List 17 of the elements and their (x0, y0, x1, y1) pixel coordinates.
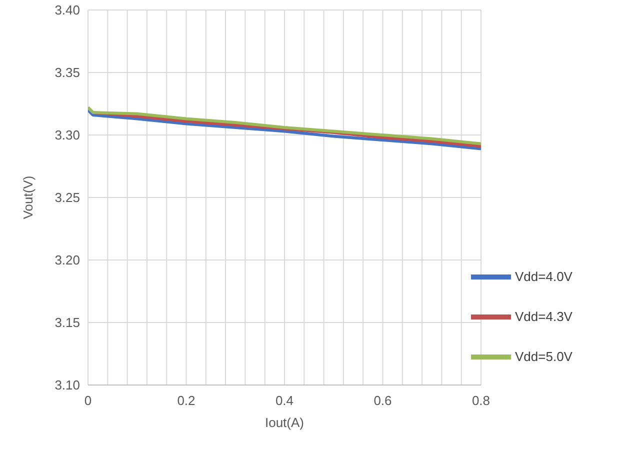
y-tick-label: 3.15 (54, 315, 80, 330)
y-tick-label: 3.40 (54, 2, 80, 18)
legend-label: Vdd=4.3V (515, 309, 572, 324)
x-tick-label: 0.6 (374, 393, 392, 408)
legend-label: Vdd=5.0V (515, 349, 572, 364)
y-tick-label: 3.20 (54, 252, 80, 268)
x-tick-label: 0.2 (177, 393, 196, 408)
x-tick-label: 0.8 (472, 393, 490, 408)
y-tick-label: 3.30 (54, 128, 80, 143)
y-tick-label: 3.25 (54, 190, 80, 206)
x-axis-title: Iout(A) (264, 415, 304, 430)
y-axis-title: Vout(V) (20, 176, 36, 220)
x-tick-label: 0 (84, 393, 92, 408)
x-tick-label: 0.4 (275, 393, 294, 408)
legend-label: Vdd=4.0V (515, 269, 572, 284)
y-tick-label: 3.35 (54, 65, 80, 80)
y-tick-label: 3.10 (54, 378, 80, 393)
